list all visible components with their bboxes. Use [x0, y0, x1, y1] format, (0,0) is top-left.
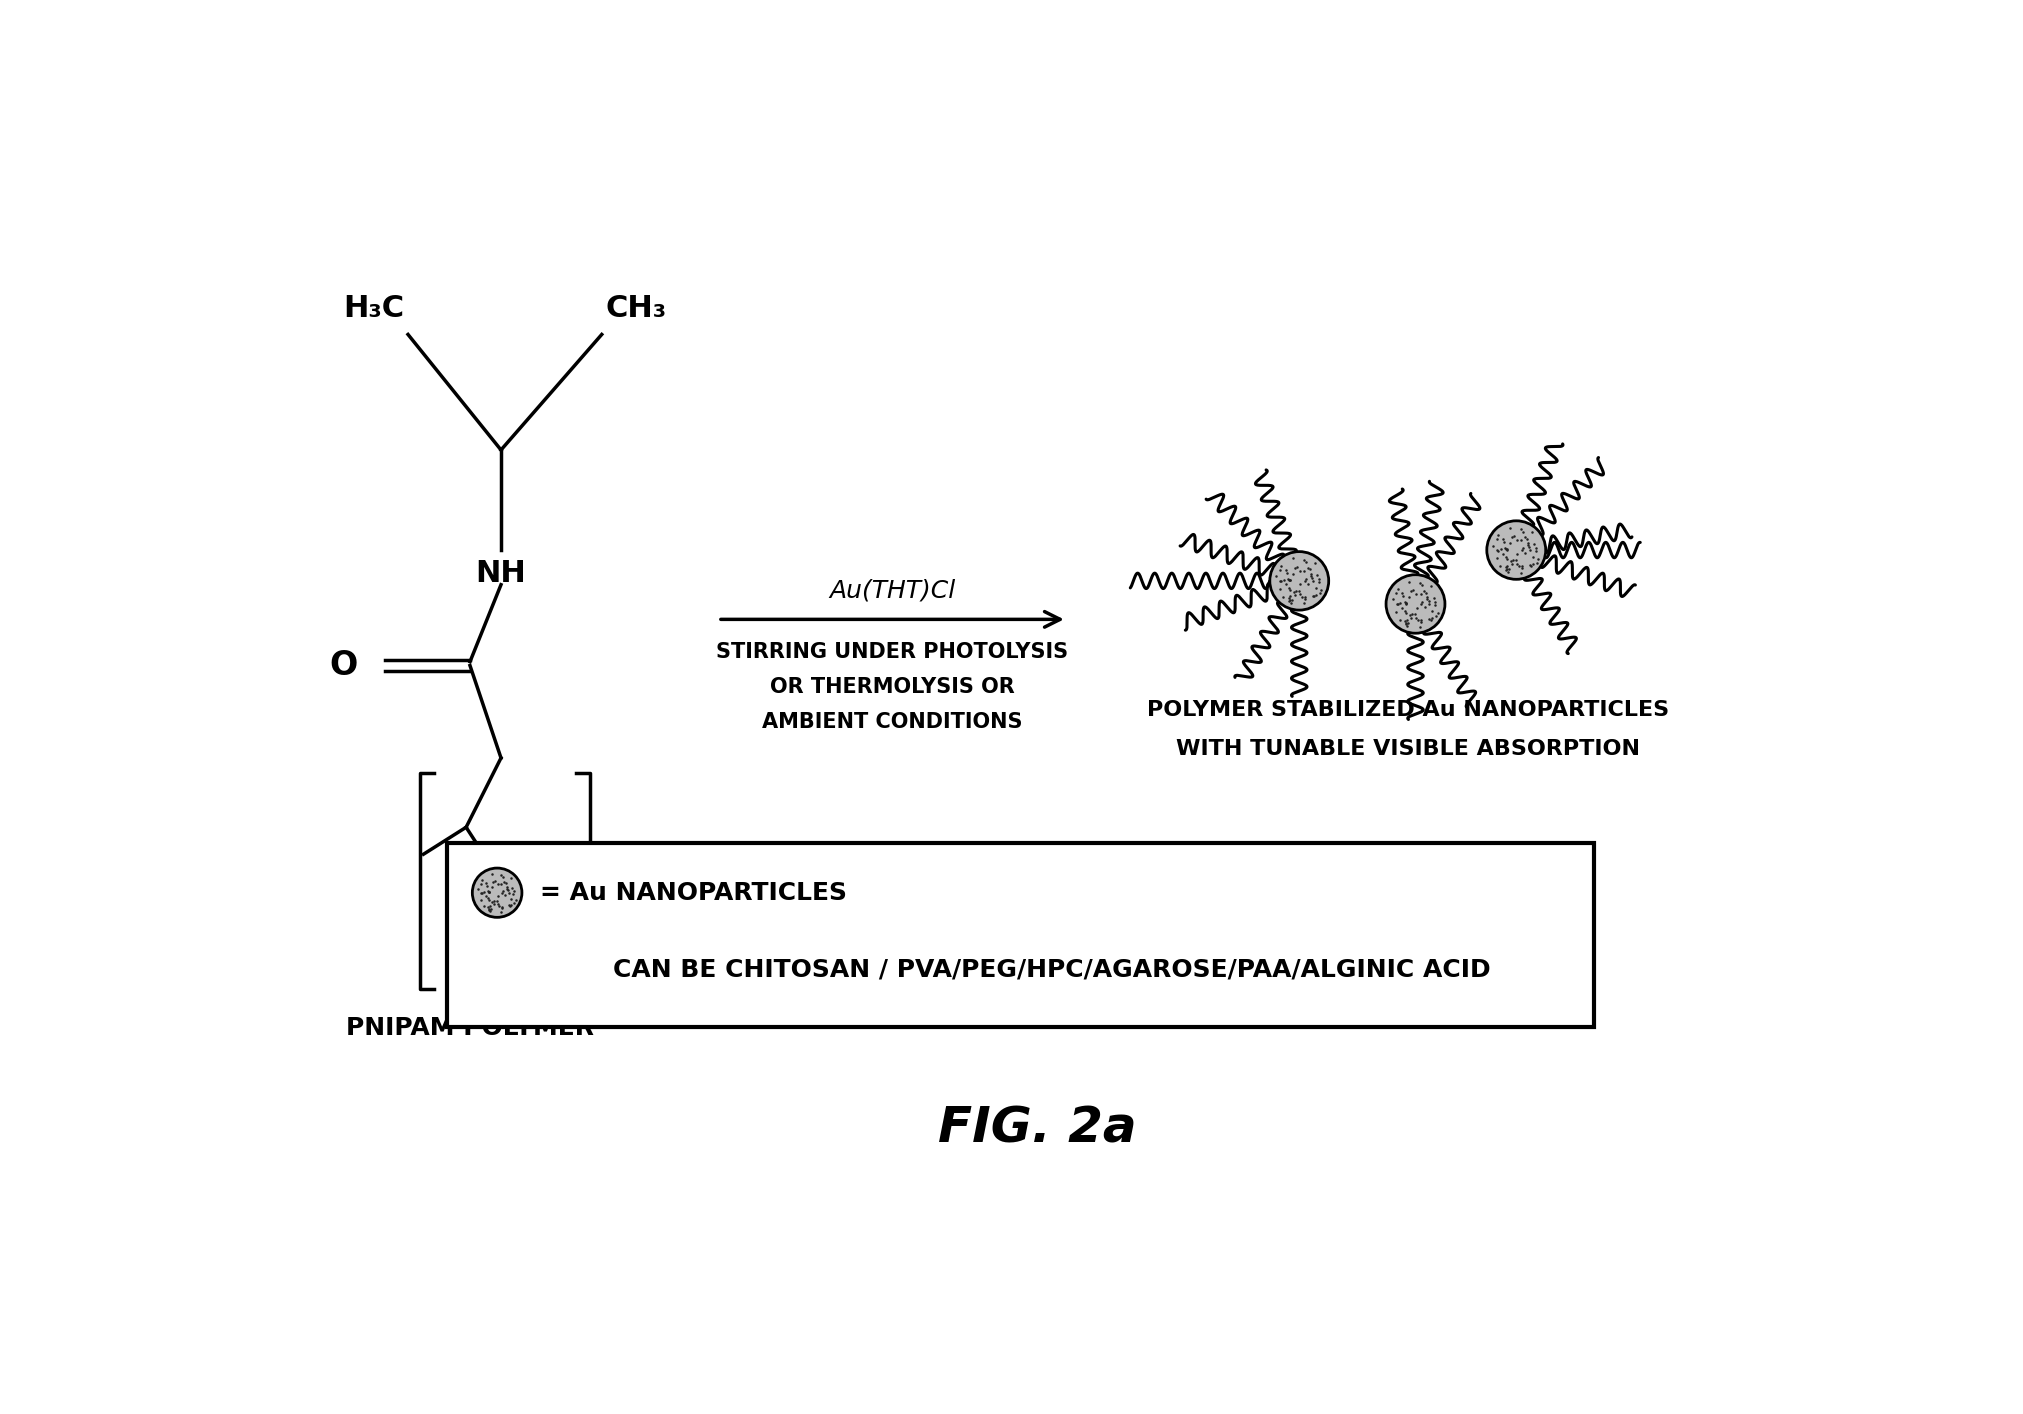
Text: CAN BE CHITOSAN / PVA/PEG/HPC/AGAROSE/PAA/ALGINIC ACID: CAN BE CHITOSAN / PVA/PEG/HPC/AGAROSE/PA… — [613, 957, 1491, 981]
Circle shape — [471, 868, 522, 918]
Text: NH: NH — [475, 560, 526, 588]
Text: Au(THT)Cl: Au(THT)Cl — [829, 578, 955, 602]
Text: AMBIENT CONDITIONS: AMBIENT CONDITIONS — [763, 711, 1022, 732]
Text: H₃C: H₃C — [342, 294, 405, 322]
Text: n: n — [625, 942, 643, 970]
Text: FIG. 2a: FIG. 2a — [937, 1104, 1137, 1152]
Text: OR THERMOLYSIS OR: OR THERMOLYSIS OR — [769, 677, 1014, 697]
Text: POLYMER STABILIZED Au NANOPARTICLES: POLYMER STABILIZED Au NANOPARTICLES — [1147, 700, 1669, 720]
Text: WITH TUNABLE VISIBLE ABSORPTION: WITH TUNABLE VISIBLE ABSORPTION — [1175, 738, 1639, 759]
Circle shape — [1487, 520, 1546, 580]
Circle shape — [1386, 574, 1444, 633]
Text: STIRRING UNDER PHOTOLYSIS: STIRRING UNDER PHOTOLYSIS — [716, 642, 1068, 663]
Text: O: O — [330, 649, 358, 682]
Text: CH₃: CH₃ — [605, 294, 666, 322]
Text: PNIPAM POLYMER: PNIPAM POLYMER — [346, 1015, 593, 1039]
Bar — [447, 843, 1592, 1028]
Circle shape — [1268, 551, 1327, 609]
Text: = Au NANOPARTICLES: = Au NANOPARTICLES — [540, 881, 846, 905]
